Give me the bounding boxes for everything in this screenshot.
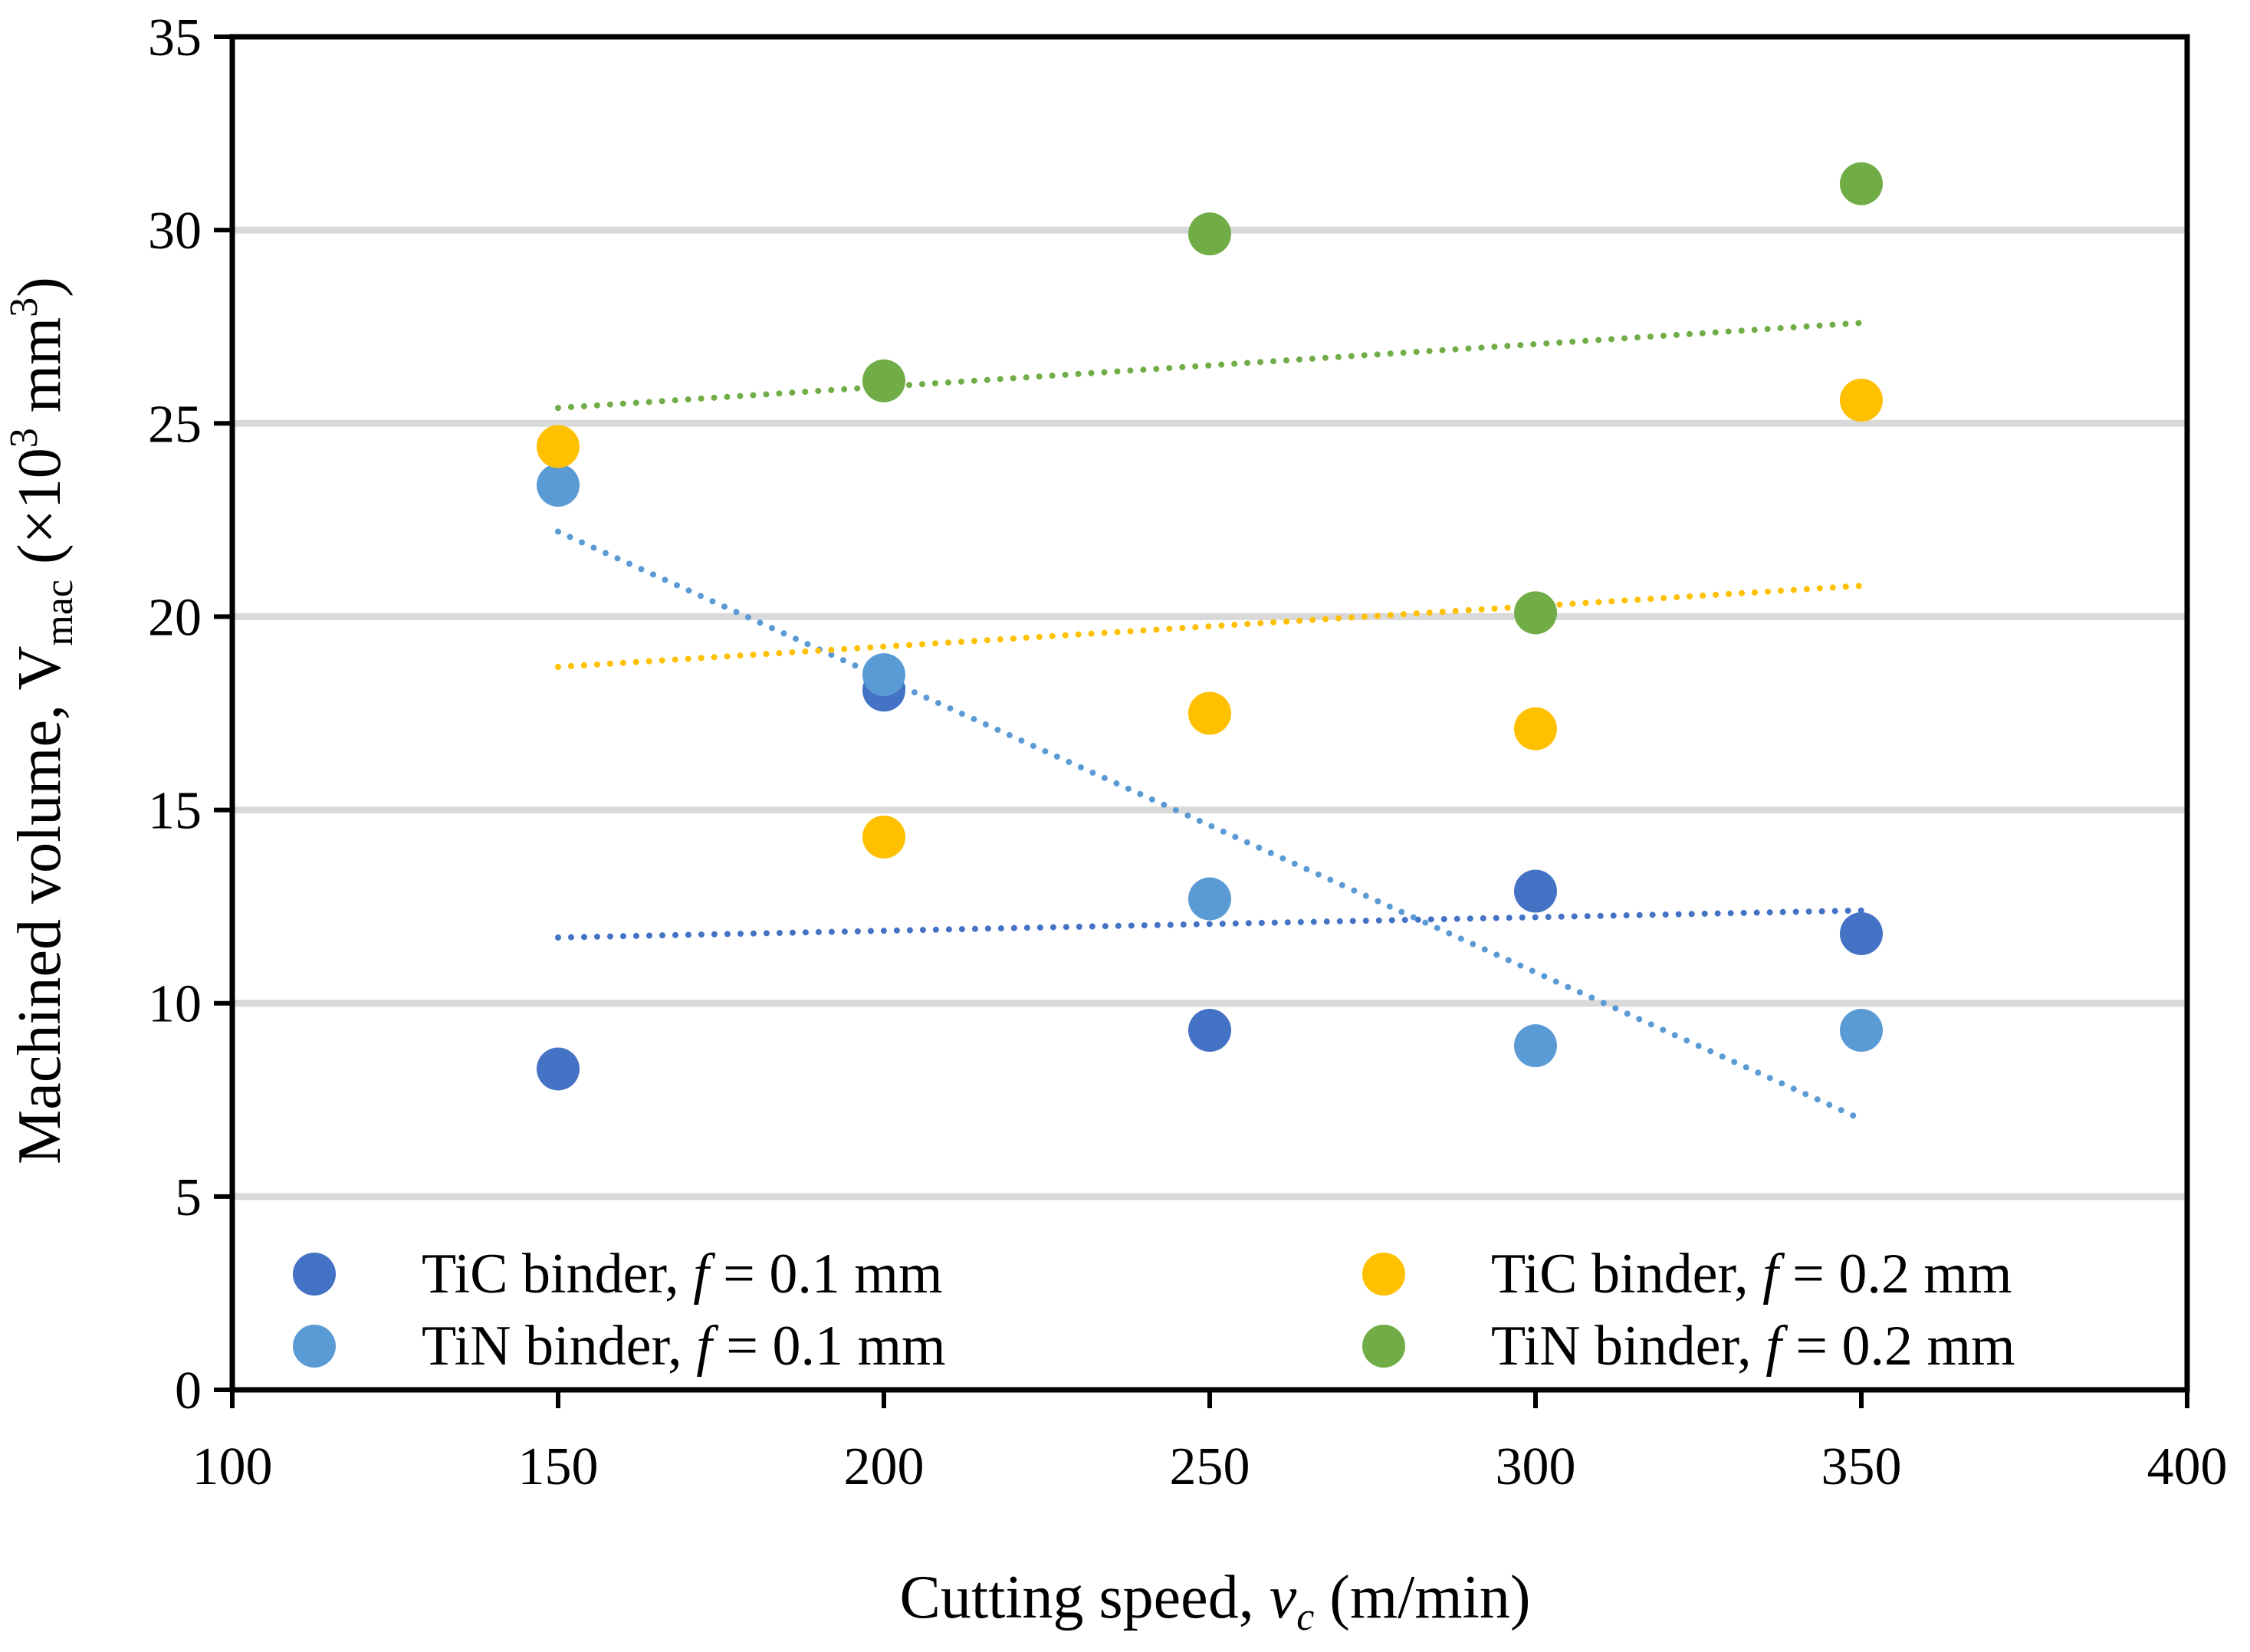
point-series-0-150: [537, 1047, 580, 1091]
x-tick-label-200: 200: [844, 1437, 925, 1496]
point-series-0-250: [1188, 1009, 1231, 1053]
x-tick-label-300: 300: [1496, 1437, 1576, 1496]
trendline-series-0: [555, 907, 1864, 941]
legend-marker-tic-0.1: [293, 1253, 336, 1296]
trendline-series-3: [555, 320, 1864, 412]
x-tick-label-150: 150: [518, 1437, 599, 1496]
legend-label-tic-0.2: TiC binder, f = 0.2 mm: [1491, 1243, 2012, 1306]
point-series-2-150: [537, 425, 580, 468]
legend-marker-tin-0.1: [293, 1325, 336, 1368]
point-series-2-200: [862, 815, 905, 859]
point-series-0-350: [1840, 911, 1883, 955]
point-series-2-350: [1840, 379, 1883, 422]
axes: [214, 34, 2190, 1408]
trendline-series-1: [555, 528, 1864, 1122]
point-series-2-250: [1188, 691, 1231, 735]
legend-marker-tin-0.2: [1362, 1325, 1405, 1368]
legend-label-tic-0.1: TiC binder, f = 0.1 mm: [422, 1243, 943, 1306]
trendline-series-2: [555, 583, 1864, 670]
x-tick-label-100: 100: [192, 1437, 273, 1496]
y-tick-label-5: 5: [175, 1168, 202, 1227]
y-tick-label-20: 20: [148, 588, 202, 647]
y-tick-label-30: 30: [148, 202, 202, 261]
point-series-1-150: [537, 463, 580, 507]
point-series-3-350: [1840, 162, 1883, 205]
y-tick-label-15: 15: [148, 782, 202, 841]
point-series-1-300: [1514, 1024, 1557, 1068]
point-series-2-300: [1514, 707, 1557, 750]
point-series-1-250: [1188, 877, 1231, 921]
legend-label-tin-0.2: TiN binder, f = 0.2 mm: [1491, 1315, 2015, 1378]
tick-labels: 0 5 10 15 20 25 30 35 100 150 200 250 300 350 400: [148, 8, 2228, 1496]
y-tick-label-25: 25: [148, 395, 202, 454]
legend: TiC binder, f = 0.1 mm TiN binder, f = 0…: [293, 1243, 2015, 1378]
legend-label-tin-0.1: TiN binder, f = 0.1 mm: [422, 1315, 946, 1378]
y-tick-label-10: 10: [148, 975, 202, 1034]
point-series-1-350: [1840, 1009, 1883, 1053]
point-series-3-200: [862, 359, 905, 402]
point-series-3-300: [1514, 591, 1557, 635]
point-series-1-200: [862, 653, 905, 697]
y-tick-label-35: 35: [148, 8, 202, 67]
y-axis-title: Machined volume, Vmac (×103 mm3): [2, 277, 81, 1164]
x-axis-title: Cutting speed, vc (m/min): [900, 1564, 1531, 1639]
x-tick-label-350: 350: [1821, 1437, 1902, 1496]
point-series-3-250: [1188, 212, 1231, 256]
data-points: [537, 162, 1883, 1091]
point-series-0-300: [1514, 869, 1557, 913]
x-tick-label-250: 250: [1170, 1437, 1250, 1496]
x-tick-label-400: 400: [2147, 1437, 2228, 1496]
legend-marker-tic-0.2: [1362, 1253, 1405, 1296]
trendlines: [555, 320, 1864, 1122]
y-tick-label-0: 0: [175, 1361, 202, 1420]
